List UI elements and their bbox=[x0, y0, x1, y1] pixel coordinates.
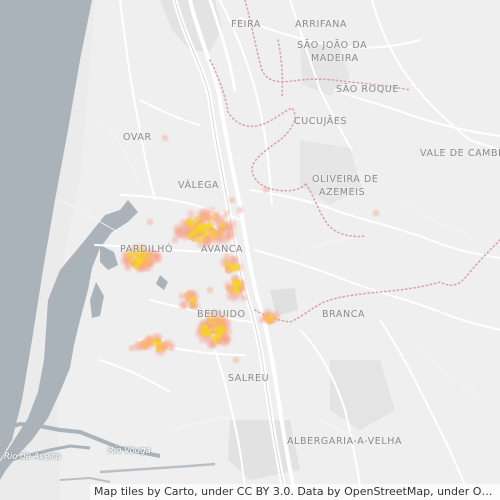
place-label-beduido: BEDUIDO bbox=[197, 309, 246, 320]
place-label-avanca: AVANCA bbox=[201, 244, 244, 255]
heat-point bbox=[195, 236, 203, 244]
heat-point bbox=[202, 231, 208, 237]
heat-point bbox=[218, 325, 227, 334]
heat-point bbox=[202, 324, 208, 331]
heat-point bbox=[179, 301, 189, 310]
heat-point bbox=[185, 220, 191, 226]
place-label-sao-joao-da-madeira-2: MADEIRA bbox=[311, 53, 359, 64]
water-label-rio-vouga: Rio Vouga bbox=[108, 446, 151, 456]
heat-point bbox=[155, 346, 162, 353]
heat-point bbox=[155, 337, 161, 344]
heat-point bbox=[219, 222, 226, 228]
heat-point bbox=[131, 248, 137, 254]
heat-point bbox=[266, 317, 274, 325]
heat-point bbox=[188, 301, 196, 309]
heat-point bbox=[237, 207, 243, 213]
heat-point bbox=[228, 264, 235, 271]
ocean bbox=[0, 0, 92, 460]
heat-point bbox=[210, 317, 219, 326]
heat-point bbox=[232, 263, 241, 272]
place-label-branca: BRANCA bbox=[322, 309, 366, 320]
heat-point bbox=[129, 345, 135, 351]
place-label-sao-joao-da-madeira: SÃO JOÃO DA bbox=[297, 40, 368, 51]
heat-layer bbox=[120, 135, 379, 363]
heat-point bbox=[217, 316, 225, 325]
heat-point bbox=[223, 211, 229, 217]
heat-point bbox=[259, 317, 265, 323]
heat-point bbox=[224, 261, 230, 267]
heat-point bbox=[230, 256, 239, 264]
lagoon bbox=[0, 200, 138, 480]
place-label-ovar: OVAR bbox=[123, 132, 152, 143]
place-label-vale-de-cambra: VALE DE CAMBR bbox=[420, 148, 500, 159]
heat-point bbox=[166, 341, 175, 350]
heat-point bbox=[190, 234, 198, 242]
heat-point bbox=[125, 265, 131, 271]
place-label-oliveira-2: AZEMEIS bbox=[319, 187, 366, 198]
heat-point bbox=[206, 328, 213, 335]
heat-point bbox=[216, 338, 223, 345]
heat-point bbox=[147, 219, 153, 225]
map-attribution[interactable]: Map tiles by Carto, under CC BY 3.0. Dat… bbox=[90, 484, 500, 500]
place-label-salreu: SALREU bbox=[228, 373, 270, 384]
heat-point bbox=[153, 252, 161, 260]
heat-point bbox=[201, 329, 209, 337]
heat-point bbox=[233, 357, 239, 363]
heat-point bbox=[134, 247, 143, 255]
heat-point bbox=[187, 224, 195, 232]
heat-point bbox=[263, 187, 269, 193]
heat-point bbox=[212, 229, 219, 236]
heat-point bbox=[229, 197, 235, 203]
place-label-oliveira: OLIVEIRA DE bbox=[312, 174, 379, 185]
place-label-sao-roque: SÃO ROQUE bbox=[336, 84, 399, 95]
place-label-arrifana: ARRIFANA bbox=[295, 19, 347, 30]
water-label-rio-de-aveiro: Rio de Aveiro bbox=[4, 452, 61, 462]
heat-point bbox=[225, 328, 233, 335]
heat-point bbox=[139, 339, 148, 347]
heat-point bbox=[126, 251, 133, 259]
place-label-albergaria: ALBERGARIA-A-VELHA bbox=[287, 436, 403, 447]
heat-point bbox=[161, 341, 169, 349]
heat-point bbox=[205, 317, 211, 324]
heat-point bbox=[233, 287, 241, 295]
heat-point bbox=[145, 337, 154, 346]
heat-point bbox=[175, 229, 185, 239]
heat-point bbox=[219, 235, 229, 245]
heat-point bbox=[225, 284, 234, 293]
heat-point bbox=[207, 287, 213, 293]
heat-point bbox=[232, 278, 240, 286]
heat-point bbox=[130, 259, 138, 267]
heat-point bbox=[211, 213, 220, 222]
heat-point bbox=[162, 135, 168, 141]
heat-point bbox=[207, 207, 216, 216]
heat-point bbox=[145, 250, 153, 258]
heat-point bbox=[179, 293, 185, 299]
heat-point bbox=[202, 212, 209, 220]
heat-point bbox=[197, 222, 205, 230]
heat-point bbox=[144, 257, 153, 266]
heat-point bbox=[172, 237, 178, 243]
heat-point bbox=[184, 291, 193, 300]
heat-point bbox=[241, 295, 247, 301]
place-label-cucujaes: CUCUJÃES bbox=[294, 116, 348, 127]
heat-point bbox=[187, 210, 195, 218]
heat-point bbox=[136, 256, 144, 264]
place-label-valega: VÁLEGA bbox=[178, 180, 220, 191]
place-label-pardilho: PARDILHÓ bbox=[120, 244, 174, 255]
heat-point bbox=[373, 210, 379, 216]
heat-point bbox=[195, 215, 201, 221]
place-label-feira: FEIRA bbox=[231, 19, 261, 30]
